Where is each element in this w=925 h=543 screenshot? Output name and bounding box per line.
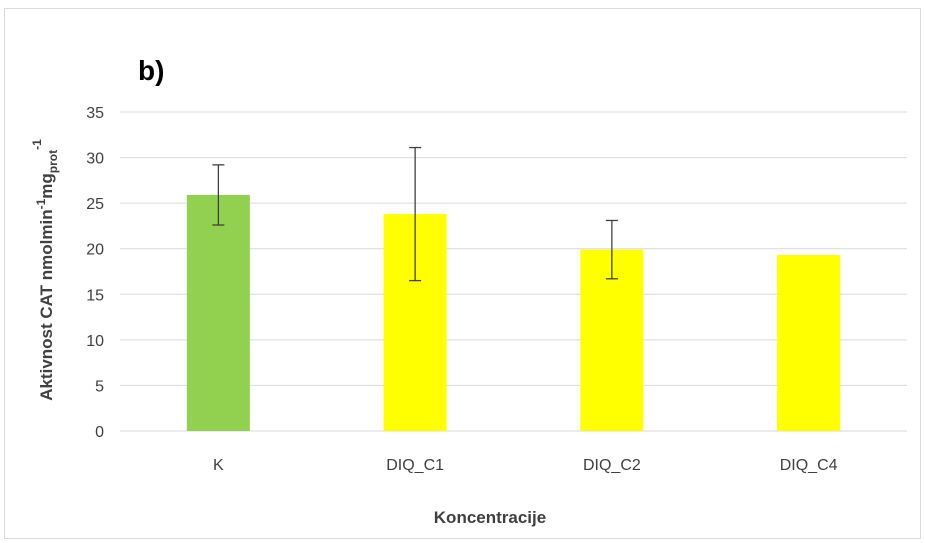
x-tick-label: DIQ_C2 <box>583 457 641 474</box>
y-axis-title-main: Aktivnost CAT nmolmin <box>37 209 56 400</box>
y-tick-label: 25 <box>86 196 104 213</box>
y-tick-label: 5 <box>95 378 104 395</box>
x-tick-labels: K DIQ_C1 DIQ_C2 DIQ_C4 <box>213 457 838 474</box>
error-bar-k <box>212 164 225 226</box>
x-tick-label: DIQ_C4 <box>780 457 838 474</box>
y-axis-title: Aktivnost CAT nmolmin-1mgprot-1 <box>30 139 60 401</box>
y-axis-title-sup2: -1 <box>30 139 44 150</box>
y-tick-label: 15 <box>86 287 104 304</box>
y-axis-title-mid: mg <box>37 173 56 199</box>
bars <box>186 194 841 431</box>
y-axis-title-sub: prot <box>46 150 60 173</box>
y-axis-title-sup1: -1 <box>34 198 48 209</box>
chart-frame <box>4 8 921 539</box>
y-tick-label: 10 <box>86 333 104 350</box>
y-tick-label: 30 <box>86 151 104 168</box>
bar-diq_c4 <box>777 255 841 431</box>
error-bars <box>212 146 618 282</box>
bar-diq_c2 <box>580 249 644 431</box>
error-bar-diq_c1 <box>409 146 422 282</box>
y-tick-label: 0 <box>95 424 104 441</box>
y-tick-label: 35 <box>86 105 104 122</box>
x-tick-label: K <box>213 457 224 474</box>
error-bar-diq_c2 <box>605 219 618 280</box>
y-tick-labels: 0 5 10 15 20 25 30 35 <box>86 105 104 441</box>
x-axis-title: Koncentracije <box>434 508 546 527</box>
bar-k <box>186 194 250 431</box>
y-tick-label: 20 <box>86 242 104 259</box>
gridlines <box>120 111 907 432</box>
x-tick-label: DIQ_C1 <box>386 457 444 474</box>
panel-label: b) <box>138 55 164 86</box>
